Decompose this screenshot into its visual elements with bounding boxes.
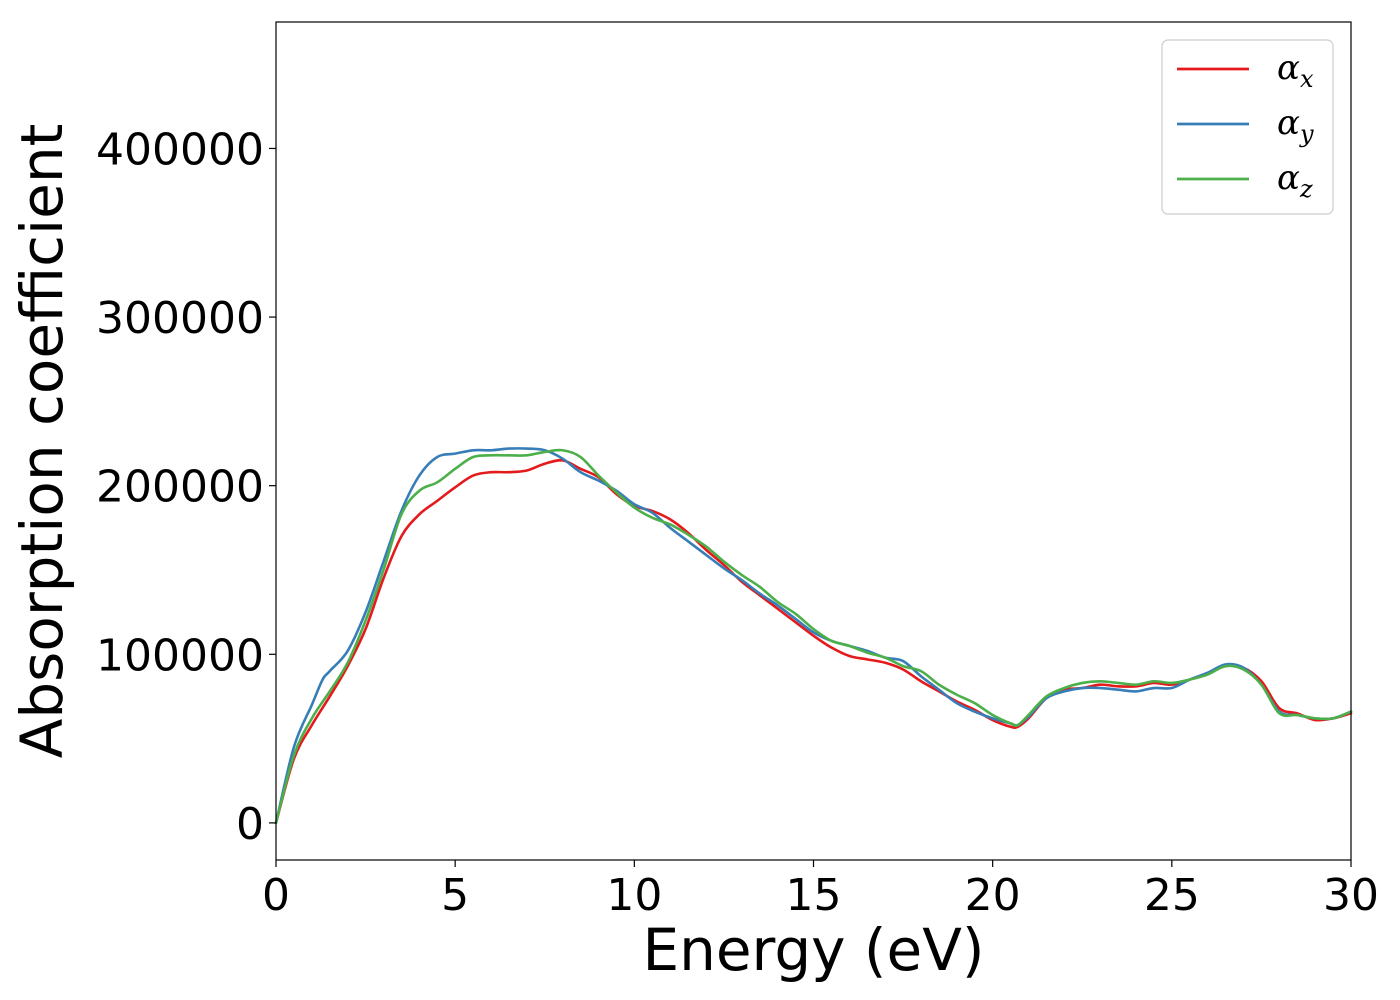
x-axis-title: Energy (eV) bbox=[642, 916, 984, 984]
x-tick-label: 15 bbox=[786, 870, 842, 921]
x-tick-label: 25 bbox=[1144, 870, 1200, 921]
y-tick-label: 0 bbox=[236, 799, 264, 850]
series-line-x bbox=[274, 458, 1353, 825]
y-axis-ticks: 0 100000 200000 300000 400000 bbox=[96, 124, 276, 850]
x-axis-ticks: 0 5 10 15 20 25 30 bbox=[262, 860, 1379, 921]
x-tick-label: 30 bbox=[1323, 870, 1379, 921]
y-tick-label: 200000 bbox=[96, 462, 264, 513]
x-tick-label: 10 bbox=[606, 870, 662, 921]
x-tick-label: 20 bbox=[965, 870, 1021, 921]
y-tick-label: 100000 bbox=[96, 630, 264, 681]
y-tick-label: 400000 bbox=[96, 124, 264, 175]
y-axis-title: Absorption coefficient bbox=[8, 124, 76, 759]
x-tick-label: 0 bbox=[262, 870, 290, 921]
x-tick-label: 5 bbox=[441, 870, 469, 921]
legend-box bbox=[1161, 39, 1334, 215]
series-line-z bbox=[274, 448, 1353, 825]
series-line-y bbox=[274, 447, 1353, 825]
y-tick-label: 300000 bbox=[96, 293, 264, 344]
series-layer bbox=[274, 447, 1353, 825]
